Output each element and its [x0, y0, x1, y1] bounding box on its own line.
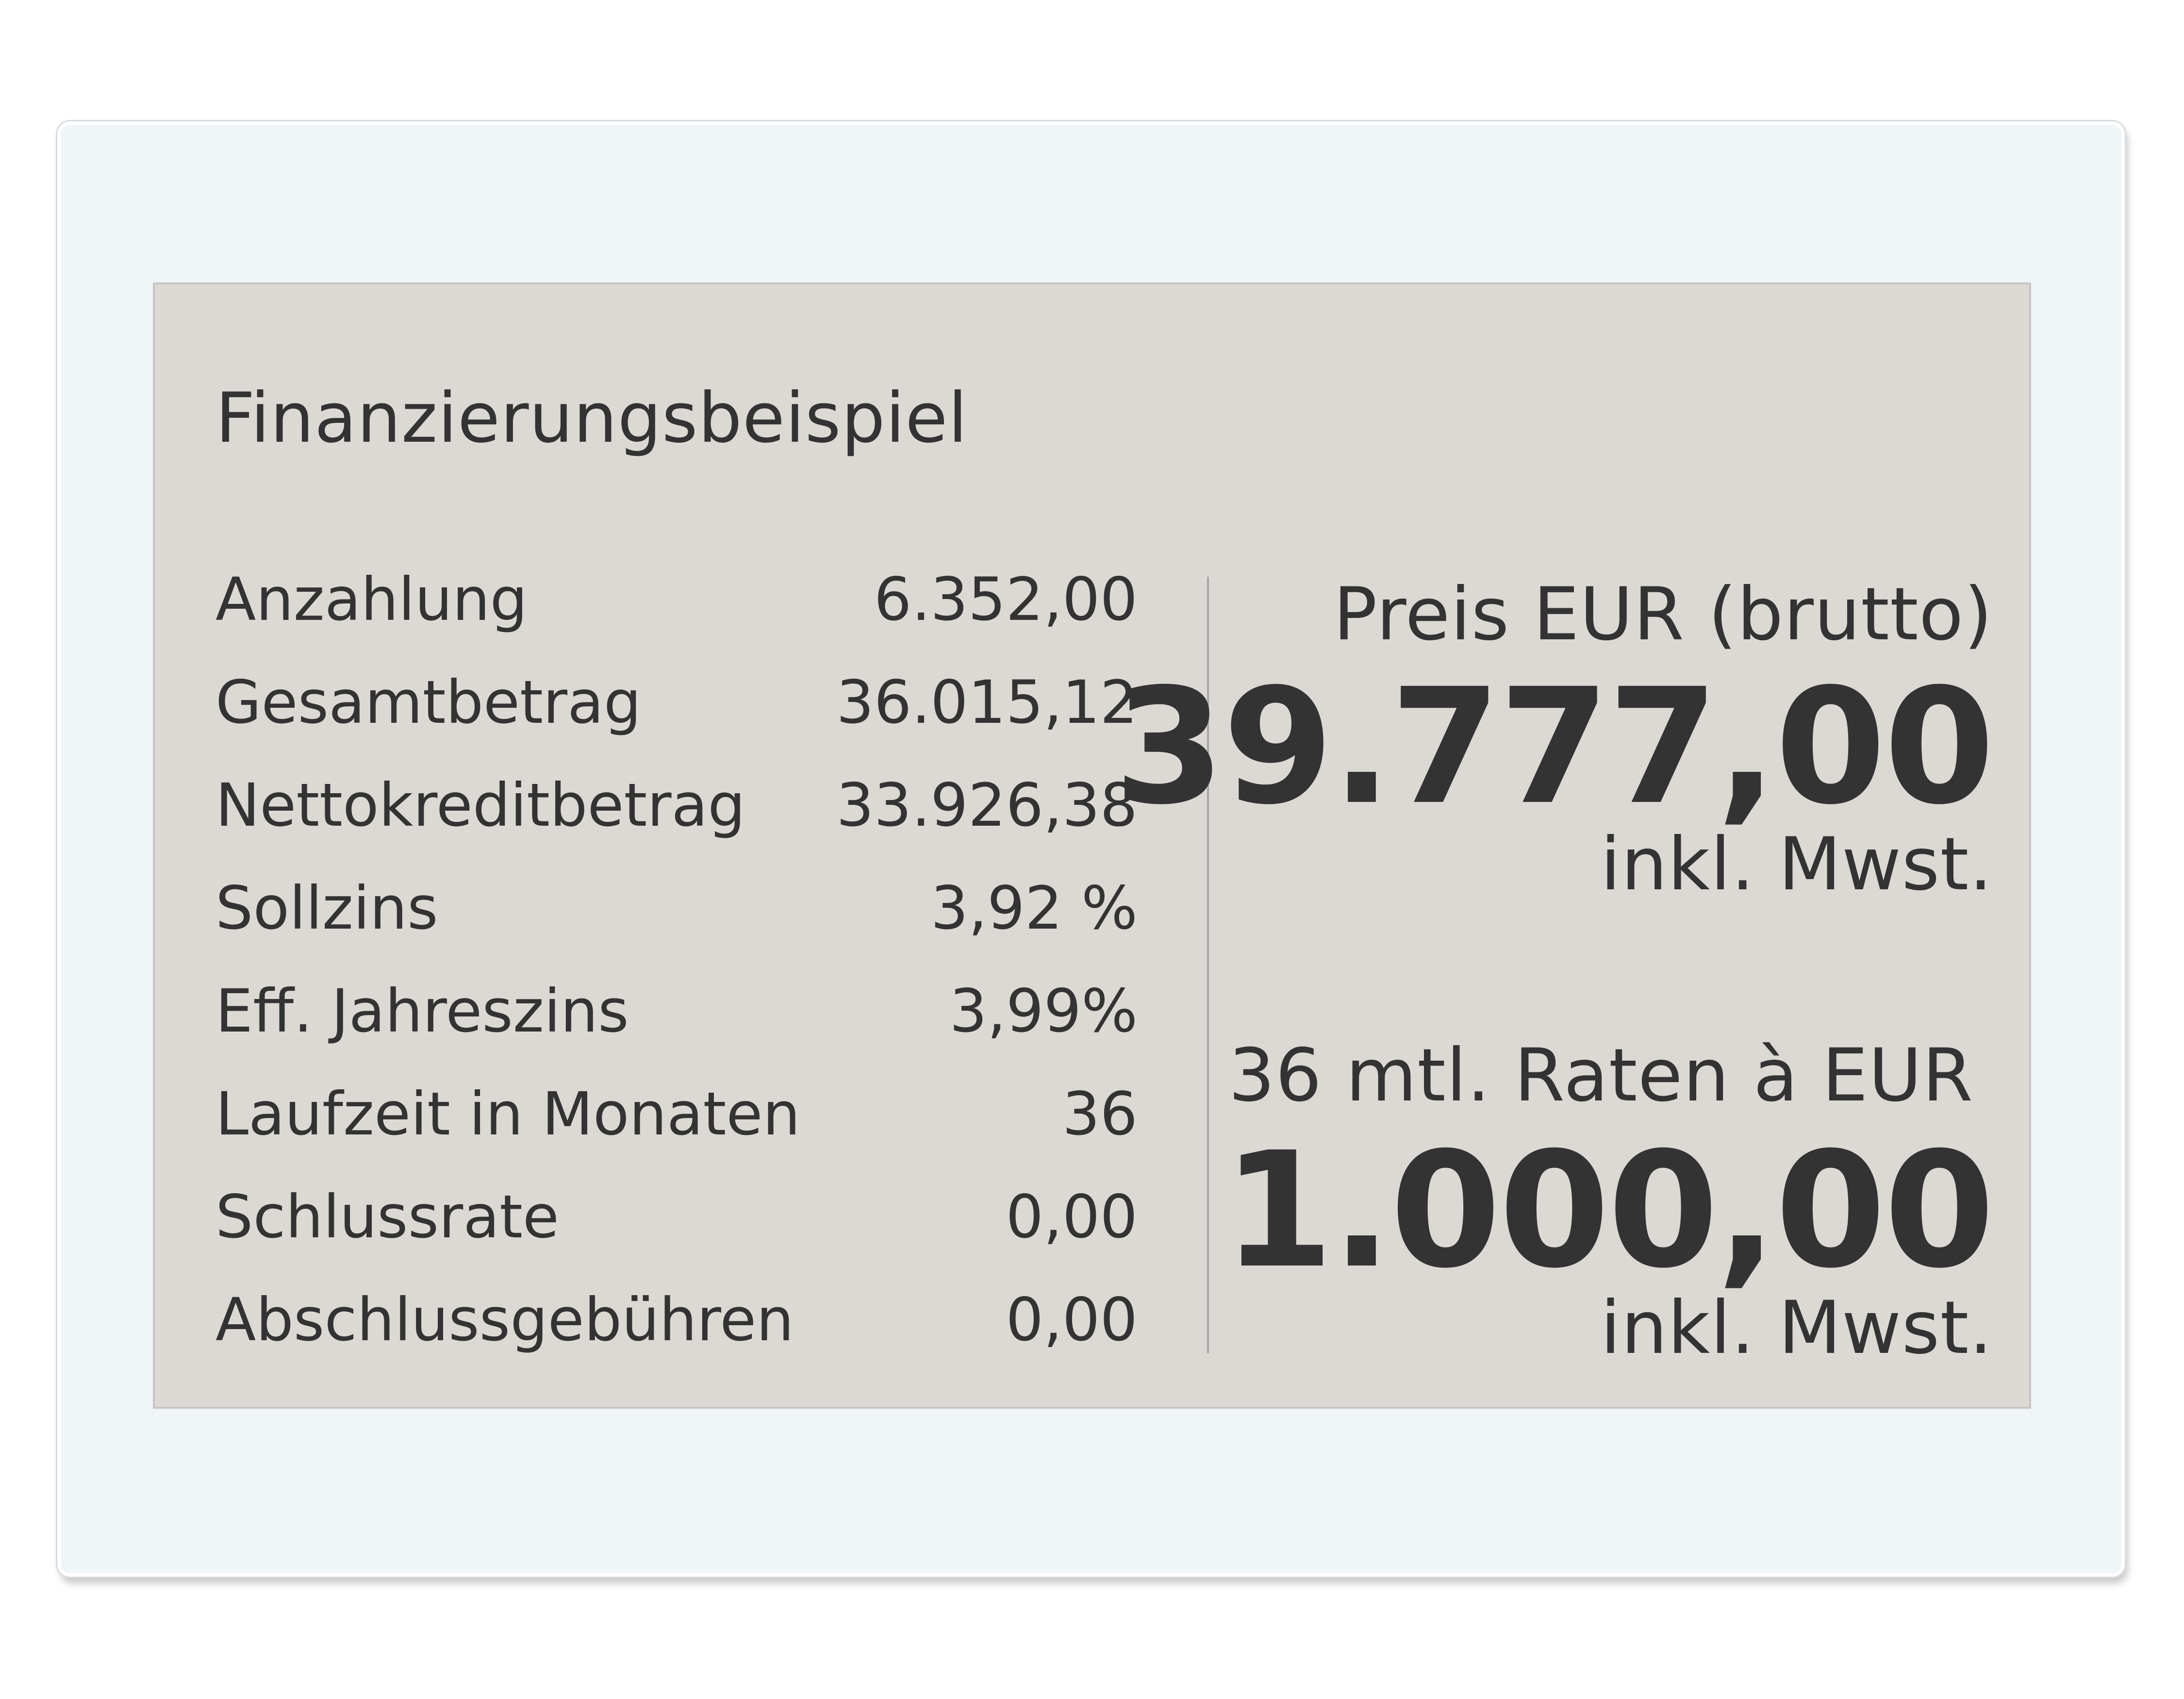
installment-caption: 36 mtl. Raten à EUR	[1228, 1033, 1973, 1118]
detail-row-anzahlung: Anzahlung 6.352,00	[215, 570, 1138, 673]
price-tax-note: inkl. Mwst.	[1600, 822, 1993, 907]
detail-label: Anzahlung	[215, 565, 528, 634]
detail-value: 33.926,38	[836, 771, 1138, 840]
detail-row-eff-jahreszins: Eff. Jahreszins 3,99%	[215, 982, 1138, 1084]
detail-value: 3,92 %	[930, 874, 1138, 943]
detail-label: Sollzins	[215, 874, 438, 943]
detail-row-nettokreditbetrag: Nettokreditbetrag 33.926,38	[215, 776, 1138, 879]
detail-row-gesamtbetrag: Gesamtbetrag 36.015,12	[215, 673, 1138, 776]
price-caption: Preis EUR (brutto)	[1333, 572, 1993, 657]
detail-value: 36.015,12	[836, 668, 1138, 737]
detail-value: 0,00	[1006, 1285, 1138, 1354]
financing-details-list: Anzahlung 6.352,00 Gesamtbetrag 36.015,1…	[215, 570, 1138, 1393]
financing-panel: Finanzierungsbeispiel Anzahlung 6.352,00…	[153, 283, 2031, 1409]
column-divider	[1207, 577, 1209, 1353]
detail-value: 3,99%	[949, 977, 1138, 1046]
installment-amount: 1.000,00	[1223, 1118, 1995, 1303]
detail-label: Gesamtbetrag	[215, 668, 642, 737]
detail-label: Laufzeit in Monaten	[215, 1080, 800, 1149]
detail-value: 6.352,00	[874, 565, 1138, 634]
installment-tax-note: inkl. Mwst.	[1600, 1286, 1993, 1370]
detail-label: Abschlussgebühren	[215, 1285, 794, 1354]
detail-row-schlussrate: Schlussrate 0,00	[215, 1187, 1138, 1290]
detail-value: 0,00	[1006, 1183, 1138, 1251]
detail-label: Schlussrate	[215, 1183, 559, 1251]
panel-title: Finanzierungsbeispiel	[215, 378, 968, 458]
price-amount: 39.777,00	[1114, 655, 1995, 840]
detail-label: Eff. Jahreszins	[215, 977, 629, 1046]
detail-row-abschlussgebuehren: Abschlussgebühren 0,00	[215, 1290, 1138, 1393]
detail-row-laufzeit: Laufzeit in Monaten 36	[215, 1084, 1138, 1187]
detail-row-sollzins: Sollzins 3,92 %	[215, 879, 1138, 982]
detail-value: 36	[1062, 1080, 1138, 1149]
detail-label: Nettokreditbetrag	[215, 771, 745, 840]
